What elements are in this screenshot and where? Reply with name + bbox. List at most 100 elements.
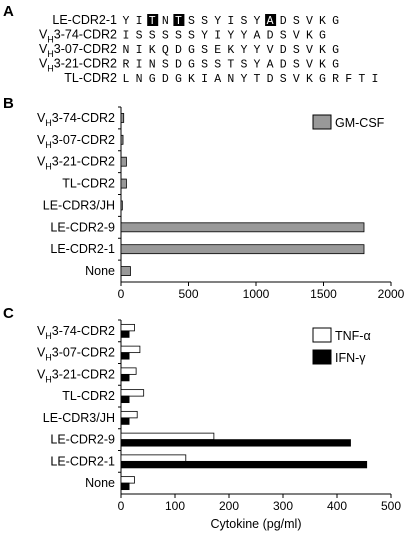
residue: S	[293, 59, 300, 72]
category-label: LE-CDR2-9	[50, 433, 115, 447]
residue: D	[280, 15, 287, 28]
residue: T	[358, 73, 365, 86]
x-tick-label: 0	[118, 499, 125, 513]
residue: A	[254, 30, 261, 43]
category-label-part: 3-21-CDR2	[52, 155, 115, 169]
residue: D	[280, 44, 287, 57]
residue: S	[136, 30, 143, 43]
panel-label-c: C	[3, 305, 14, 322]
bar-tnf-	[120, 323, 135, 332]
residue: R	[123, 59, 130, 72]
residue: N	[136, 73, 143, 86]
residue: K	[319, 59, 326, 72]
category-label: None	[85, 476, 115, 490]
category-label: VH3-21-CDR2	[37, 155, 115, 172]
residue: Q	[162, 44, 169, 57]
category-label: LE-CDR3/JH	[43, 411, 115, 425]
residue: S	[280, 73, 287, 86]
residue: D	[162, 73, 169, 86]
residue: D	[280, 59, 287, 72]
residue: V	[306, 44, 313, 57]
residue: Y	[123, 15, 130, 28]
residue: I	[136, 59, 143, 72]
category-label-part: 3-21-CDR2	[52, 367, 115, 381]
residue: Y	[254, 15, 261, 28]
bar-gm-csf	[120, 156, 127, 167]
sequence-name-part: H	[47, 49, 54, 59]
category-label-part: H	[45, 374, 52, 384]
category-label-part: V	[37, 133, 46, 147]
residue-highlight	[173, 14, 185, 26]
residue: V	[293, 30, 300, 43]
residue: S	[188, 30, 195, 43]
category-label-part: 3-74-CDR2	[52, 324, 115, 338]
category-label: VH3-74-CDR2	[37, 111, 115, 128]
category-label-part: V	[37, 324, 46, 338]
category-label: VH3-21-CDR2	[37, 367, 115, 384]
residue: G	[332, 44, 339, 57]
residue: K	[149, 44, 156, 57]
category-label: LE-CDR2-9	[50, 220, 115, 234]
category-label: TL-CDR2	[62, 389, 115, 403]
residue: D	[175, 59, 182, 72]
residue-highlight	[265, 14, 277, 26]
category-label-part: H	[45, 353, 52, 363]
sequence-name-part: H	[47, 64, 54, 74]
legend-swatch	[312, 349, 332, 365]
residue: Y	[240, 73, 247, 86]
legend-label: IFN-γ	[335, 351, 366, 365]
category-label: VH3-07-CDR2	[37, 133, 115, 150]
panel-label-a: A	[3, 3, 14, 20]
residue: I	[136, 15, 143, 28]
residue: Y	[201, 30, 208, 43]
bar-ifn-	[120, 330, 130, 338]
residue: I	[371, 73, 378, 86]
residue: Y	[254, 44, 261, 57]
category-label-part: H	[45, 140, 52, 150]
bar-tnf-	[120, 454, 187, 462]
residue: S	[175, 30, 182, 43]
residue: D	[267, 73, 274, 86]
sequence-name-part: V	[39, 57, 48, 71]
category-label-part: V	[37, 155, 46, 169]
x-tick-label: 500	[178, 287, 198, 301]
residue: D	[175, 44, 182, 57]
residue: L	[123, 73, 130, 86]
residue: S	[201, 15, 208, 28]
x-tick-label: 200	[219, 499, 239, 513]
residue: S	[214, 59, 221, 72]
residue: N	[162, 15, 169, 28]
x-axis-label: Cytokine (pg/ml)	[211, 517, 302, 531]
category-label: VH3-74-CDR2	[37, 324, 115, 341]
gm-csf-chart: 0 500 1000 1500 2000VH3-74-CDR2VH3-07-CDR2VH…	[37, 106, 405, 301]
residue: I	[123, 30, 130, 43]
residue: S	[293, 44, 300, 57]
bar-tnf-	[120, 389, 145, 397]
category-label-part: H	[45, 118, 52, 128]
residue: A	[267, 59, 274, 72]
residue: S	[240, 15, 247, 28]
sequence-name-part: H	[47, 35, 54, 45]
residue: N	[227, 73, 234, 86]
residue: G	[188, 59, 195, 72]
bar-gm-csf	[120, 113, 125, 123]
bar-tnf-	[120, 476, 135, 484]
legend-label: TNF-α	[335, 329, 371, 343]
residue: V	[293, 73, 300, 86]
category-label: LE-CDR2-1	[50, 454, 115, 468]
residue: F	[345, 73, 352, 86]
bar-ifn-	[120, 373, 130, 382]
category-label-part: H	[45, 162, 52, 172]
residue: R	[332, 73, 339, 86]
sequence-name-part: V	[39, 42, 48, 56]
category-label: None	[85, 264, 115, 278]
residue: V	[267, 44, 274, 57]
sequence-name-part: 3-21-CDR2	[54, 57, 117, 71]
residue: T	[175, 15, 182, 28]
residue: T	[227, 59, 234, 72]
category-label-part: None	[85, 264, 115, 278]
x-tick-label: 2000	[378, 287, 405, 301]
category-label-part: None	[85, 476, 115, 490]
category-label-part: LE-CDR2-9	[50, 220, 115, 234]
